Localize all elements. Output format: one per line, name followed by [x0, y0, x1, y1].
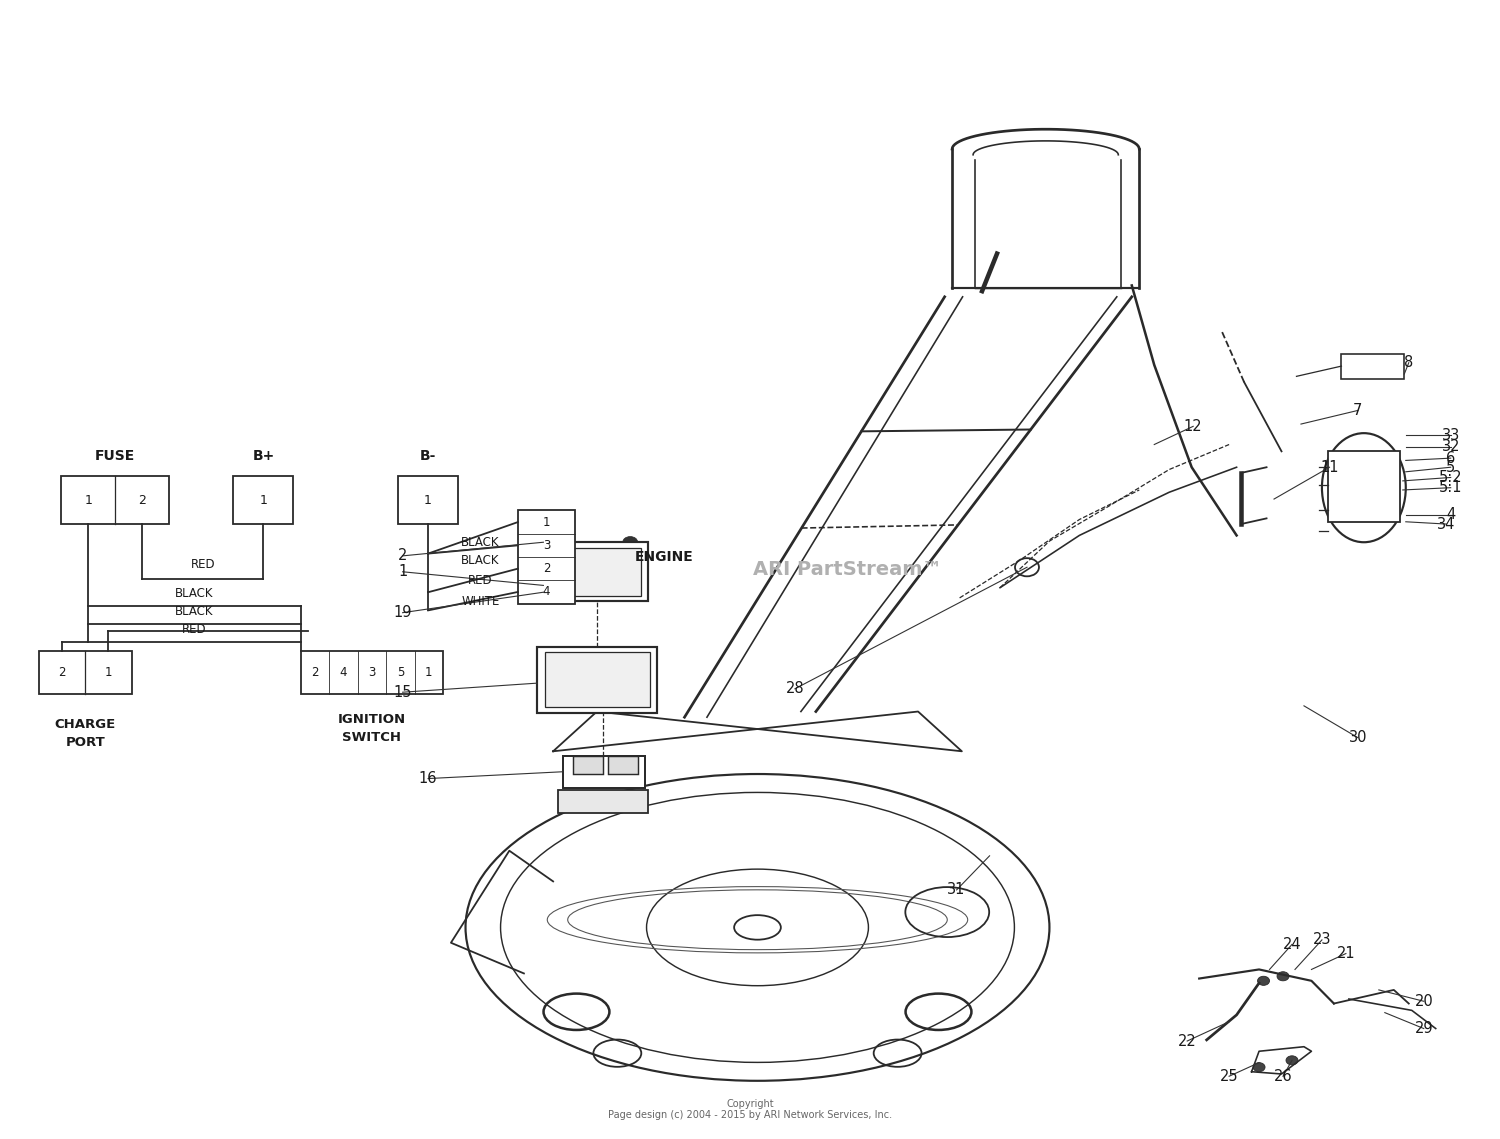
Text: 30: 30	[1348, 730, 1366, 745]
FancyBboxPatch shape	[302, 652, 442, 695]
FancyBboxPatch shape	[540, 542, 648, 601]
FancyBboxPatch shape	[573, 756, 603, 775]
FancyBboxPatch shape	[39, 652, 132, 695]
Text: 1: 1	[424, 493, 432, 507]
Polygon shape	[554, 712, 962, 752]
Text: 22: 22	[1178, 1033, 1197, 1049]
FancyBboxPatch shape	[537, 647, 657, 713]
FancyBboxPatch shape	[562, 756, 645, 788]
FancyBboxPatch shape	[398, 476, 458, 524]
Circle shape	[1016, 558, 1040, 576]
Text: 33: 33	[1442, 428, 1460, 443]
Text: 16: 16	[419, 771, 438, 786]
Text: 5: 5	[1446, 460, 1455, 475]
Text: 20: 20	[1414, 993, 1432, 1009]
FancyBboxPatch shape	[558, 790, 648, 812]
Text: Page design (c) 2004 - 2015 by ARI Network Services, Inc.: Page design (c) 2004 - 2015 by ARI Netwo…	[608, 1109, 892, 1120]
Text: 8: 8	[1404, 355, 1413, 370]
Text: 26: 26	[1274, 1068, 1293, 1083]
Text: PORT: PORT	[66, 736, 105, 748]
Text: 2: 2	[312, 666, 320, 679]
Text: 4: 4	[543, 585, 550, 598]
Text: 4: 4	[340, 666, 348, 679]
Text: BLACK: BLACK	[462, 554, 500, 567]
Text: 3: 3	[543, 539, 550, 552]
Text: BLACK: BLACK	[176, 605, 214, 618]
Text: CHARGE: CHARGE	[54, 718, 116, 730]
Text: RED: RED	[190, 558, 214, 572]
Text: 6: 6	[1446, 451, 1455, 466]
Text: ARI PartStream™: ARI PartStream™	[753, 560, 942, 579]
FancyBboxPatch shape	[548, 548, 640, 596]
Text: 4: 4	[1446, 508, 1455, 523]
Text: IGNITION: IGNITION	[338, 713, 406, 726]
Text: 32: 32	[1442, 440, 1460, 454]
Text: 2: 2	[138, 493, 146, 507]
Text: 12: 12	[1184, 419, 1203, 434]
Circle shape	[1276, 972, 1288, 981]
Text: 2: 2	[58, 666, 66, 679]
Text: 1: 1	[398, 564, 408, 580]
Text: 7: 7	[1353, 403, 1362, 418]
Circle shape	[622, 536, 638, 548]
FancyBboxPatch shape	[518, 510, 574, 604]
Text: 2: 2	[398, 548, 408, 564]
Text: WHITE: WHITE	[462, 595, 500, 608]
FancyBboxPatch shape	[544, 653, 650, 707]
Text: 28: 28	[786, 681, 804, 696]
Text: B+: B+	[252, 449, 274, 462]
Text: 24: 24	[1282, 937, 1302, 952]
Text: 15: 15	[393, 685, 412, 699]
Text: 34: 34	[1437, 517, 1455, 532]
FancyBboxPatch shape	[62, 476, 170, 524]
Text: 29: 29	[1414, 1021, 1432, 1036]
Text: 1: 1	[543, 516, 550, 528]
Text: B-: B-	[420, 449, 436, 462]
Text: 5: 5	[396, 666, 404, 679]
Text: 31: 31	[948, 883, 966, 898]
Circle shape	[555, 536, 570, 548]
Text: 1: 1	[84, 493, 92, 507]
Text: 1: 1	[260, 493, 267, 507]
Text: 5:2: 5:2	[1438, 470, 1462, 485]
Text: 25: 25	[1220, 1068, 1239, 1083]
Circle shape	[1252, 1063, 1264, 1072]
Text: RED: RED	[468, 574, 494, 588]
Text: 11: 11	[1320, 460, 1338, 475]
FancyBboxPatch shape	[1328, 451, 1400, 522]
Circle shape	[1257, 976, 1269, 985]
FancyBboxPatch shape	[1341, 353, 1404, 378]
Text: Copyright: Copyright	[726, 1098, 774, 1108]
Text: 1: 1	[424, 666, 432, 679]
Text: 5:1: 5:1	[1438, 481, 1462, 495]
FancyBboxPatch shape	[234, 476, 294, 524]
Text: 2: 2	[543, 563, 550, 575]
Text: 21: 21	[1336, 947, 1354, 961]
Text: 23: 23	[1312, 933, 1330, 948]
Text: BLACK: BLACK	[176, 587, 214, 600]
Text: BLACK: BLACK	[462, 535, 500, 549]
Text: SWITCH: SWITCH	[342, 731, 402, 744]
Text: ENGINE: ENGINE	[634, 550, 693, 564]
Text: 1: 1	[105, 666, 112, 679]
Text: RED: RED	[182, 623, 207, 637]
Circle shape	[1286, 1056, 1298, 1065]
Text: 3: 3	[369, 666, 375, 679]
Text: 19: 19	[393, 605, 412, 620]
FancyBboxPatch shape	[608, 756, 638, 775]
Text: FUSE: FUSE	[94, 449, 135, 462]
